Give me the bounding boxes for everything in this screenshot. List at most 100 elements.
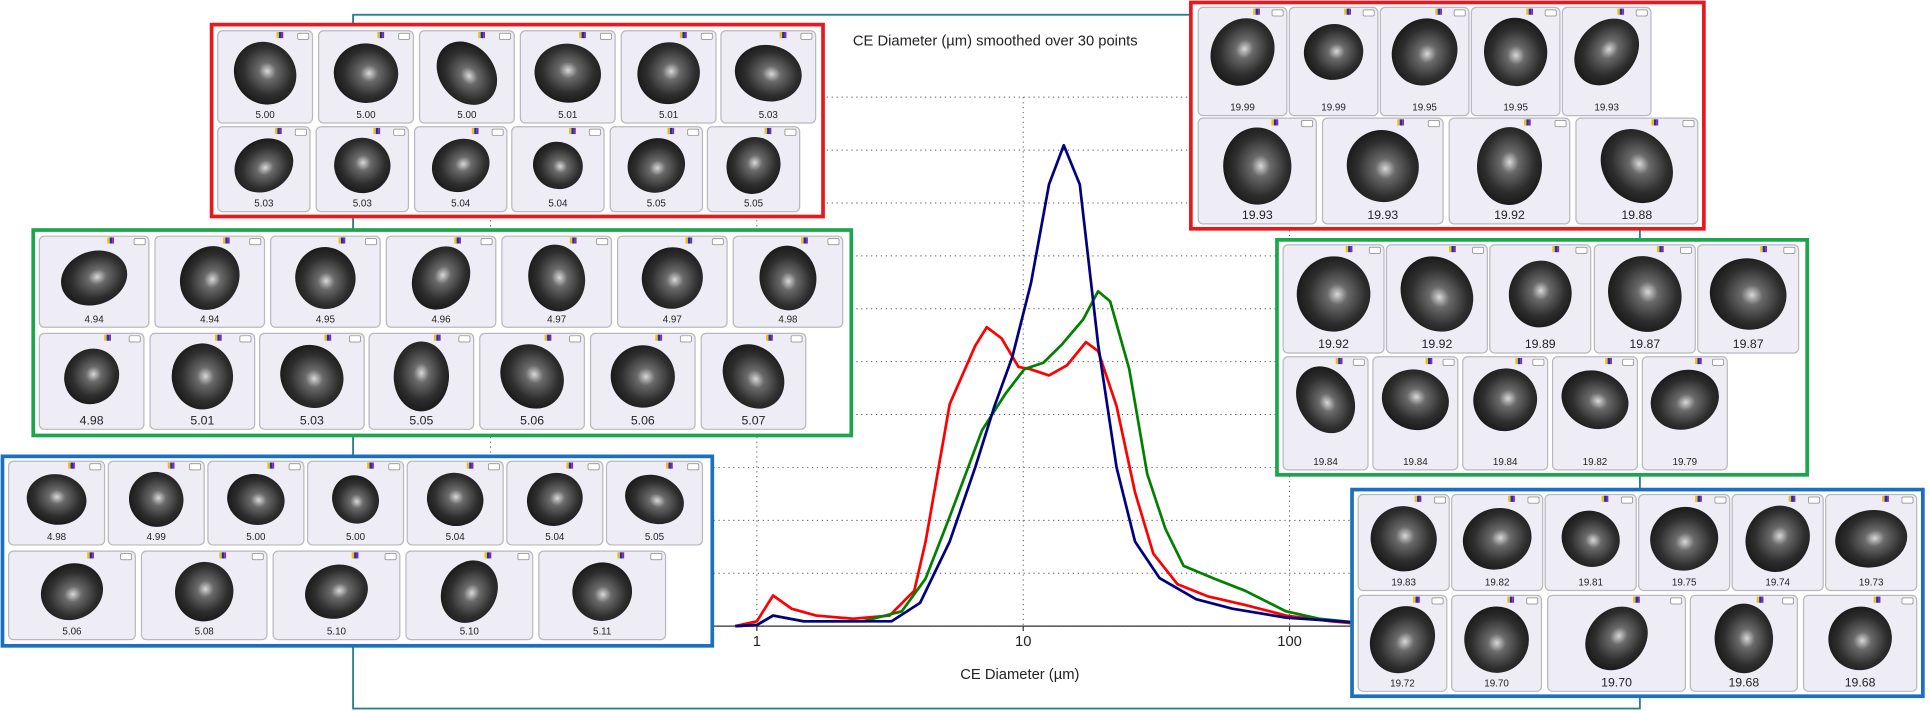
particle-image [26,474,87,525]
particle-label: 5.10 [460,627,480,638]
marker-yellow [267,462,270,469]
marker-blue [379,31,383,39]
tag-icon [1682,120,1695,128]
tag-icon [349,335,361,343]
tag-icon [249,238,262,246]
particle-image [333,43,399,104]
marker-purple [281,31,284,39]
particle-image [1296,256,1371,332]
marker-purple [1793,495,1796,502]
marker-blue [768,334,771,341]
marker-purple [112,237,115,244]
tag-icon [1532,358,1545,366]
particle-label: 19.99 [1321,103,1346,114]
particle-label: 5.04 [545,532,565,543]
particle-image [1483,17,1548,87]
particle-image [1400,256,1474,332]
particle-label: 19.82 [1583,457,1608,468]
marker-yellow [544,334,548,341]
marker-purple [571,462,574,469]
particle-image [179,246,240,310]
tag-icon [800,32,813,40]
particle-image [1600,129,1673,204]
particle-cell: 5.11 [538,550,667,641]
tag-icon [569,335,582,343]
particle-image [1714,603,1774,674]
particle-image [1369,606,1436,674]
particle-image [1585,606,1648,671]
particle-cell: 5.00 [306,460,405,546]
marker-purple [1606,495,1609,502]
marker-purple [343,237,346,244]
marker-yellow [1413,596,1416,603]
marker-blue [375,127,379,135]
x-axis-label: CE Diameter (µm) [960,667,1079,683]
particle-label: 19.82 [1485,578,1510,589]
tag-icon [1526,597,1539,605]
particle-image [1709,258,1787,330]
tag-icon [120,553,133,561]
marker-blue [474,127,477,135]
marker-yellow [338,237,341,244]
particle-image [175,561,234,622]
particle-cell: 19.82 [1551,356,1639,471]
tag-icon [1434,496,1446,504]
particle-cell: 5.00 [318,30,414,124]
marker-yellow [454,237,457,244]
marker-blue [436,334,439,341]
marker-purple [660,334,663,341]
marker-blue [1399,119,1403,126]
marker-yellow [1633,596,1636,603]
marker-blue [657,334,661,341]
particle-cell: 19.84 [1462,356,1549,471]
particle-cell: 19.70 [1547,594,1687,692]
marker-yellow [1695,495,1698,502]
marker-yellow [1345,246,1349,253]
particle-image [1346,130,1419,203]
particle-cell: 19.81 [1544,493,1637,592]
tag-icon [687,128,700,136]
marker-purple [73,462,75,469]
marker-purple [1258,8,1260,15]
marker-purple [770,334,773,341]
particle-cell: 5.00 [207,460,305,546]
marker-blue [1451,246,1454,253]
tag-icon [1431,597,1444,605]
particle-label: 19.87 [1733,337,1764,351]
particle-image [641,247,703,309]
marker-blue [225,237,228,244]
particle-cell: 5.08 [140,550,268,641]
particle-image [1745,505,1810,572]
particle-label: 5.08 [195,627,215,638]
particle-label: 19.93 [1367,208,1398,222]
marker-purple [1637,596,1640,603]
tag-icon [1901,597,1914,605]
marker-purple [1887,495,1889,502]
marker-purple [584,31,586,39]
marker-purple [224,552,227,559]
particle-image [627,138,686,193]
particle-label: 5.01 [558,110,577,121]
marker-purple [1557,246,1560,253]
particle-label: 4.97 [547,314,566,325]
particle-label: 19.81 [1578,578,1603,589]
particle-image [1296,366,1356,434]
particle-cell: 5.10 [405,550,534,641]
particle-label: 19.70 [1484,678,1509,689]
marker-blue [480,31,484,39]
marker-blue [803,237,807,244]
marker-blue [1437,8,1441,15]
marker-purple [690,237,693,244]
marker-purple [279,127,282,135]
marker-purple [1528,119,1531,126]
marker-yellow [566,462,569,469]
particle-label: 19.84 [1493,457,1518,468]
marker-blue [1653,119,1657,126]
particle-image [759,245,817,311]
marker-yellow [377,31,380,39]
particle-image [411,246,471,310]
marker-purple [769,127,772,135]
marker-yellow [1414,495,1418,502]
marker-blue [1528,8,1532,15]
particle-cell: 5.07 [700,332,807,430]
